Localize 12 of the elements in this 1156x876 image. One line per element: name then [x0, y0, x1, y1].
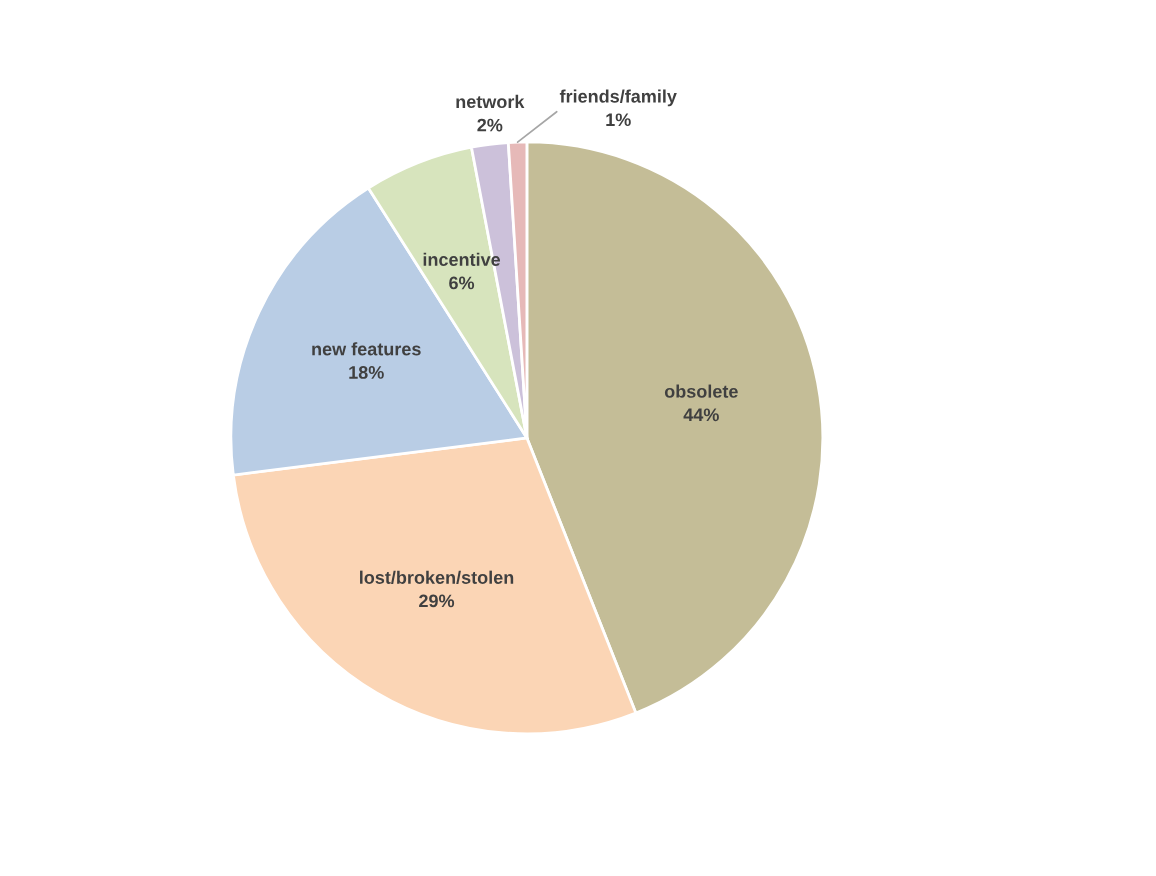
data-label: 6% [449, 276, 475, 290]
data-label: 1% [606, 113, 631, 127]
data-label: 44% [683, 408, 719, 422]
data-label: 2% [477, 118, 503, 132]
data-label: 29% [419, 594, 455, 608]
data-label: 18% [349, 366, 384, 379]
slice-label: friends/family [559, 89, 677, 107]
slice-label: obsolete [664, 384, 738, 398]
slice-label: new features [312, 342, 421, 356]
slice-label: network [456, 94, 525, 109]
slice-label: incentive [423, 252, 501, 266]
slice-label: lost/broken/stolen [360, 570, 514, 585]
